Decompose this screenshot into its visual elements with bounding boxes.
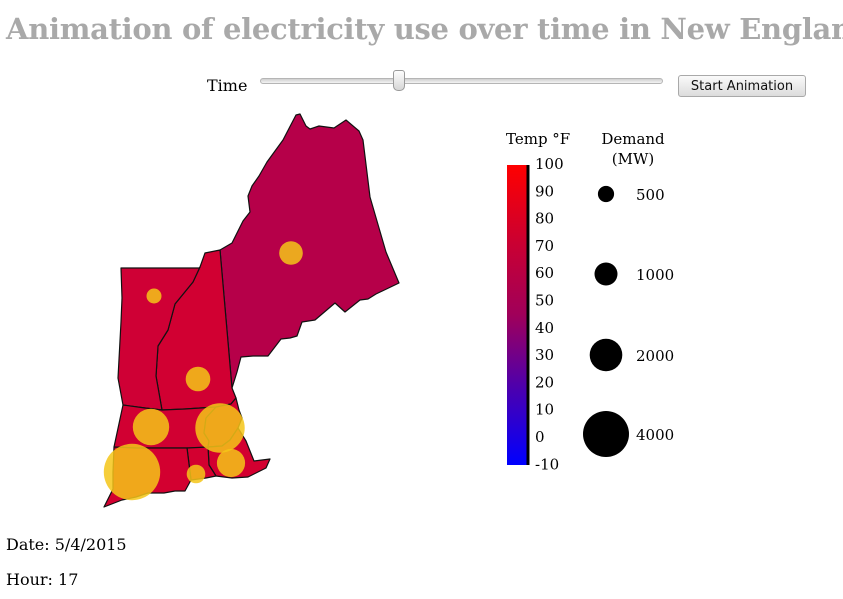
state-vermont[interactable]	[117, 266, 201, 411]
time-slider-thumb[interactable]	[393, 70, 406, 91]
temp-tick-label: 20	[535, 373, 554, 391]
demand-legend-title: Demand	[601, 130, 665, 148]
time-slider[interactable]	[260, 70, 663, 91]
demand-bubble-vermont	[146, 288, 162, 304]
temp-tick-label: 60	[535, 264, 554, 282]
time-label: Time	[207, 76, 248, 95]
temp-colorbar	[507, 165, 527, 465]
state-maine[interactable]	[219, 113, 400, 389]
hour-readout: Hour: 17	[6, 570, 79, 589]
demand-legend-label: 500	[636, 186, 665, 204]
temp-tick-label: 70	[535, 237, 554, 255]
start-animation-button[interactable]: Start Animation	[678, 75, 806, 97]
temp-tick-label: 50	[535, 292, 554, 310]
demand-bubble-massachusetts	[132, 408, 170, 446]
temp-tick-label: 90	[535, 182, 554, 200]
demand-bubbles	[103, 241, 303, 501]
temp-tick-label: 0	[535, 428, 545, 446]
demand-legend-label: 2000	[636, 347, 674, 365]
temp-tick-label: 40	[535, 319, 554, 337]
temp-tick-label: 10	[535, 401, 554, 419]
temp-tick-label: 30	[535, 346, 554, 364]
date-readout: Date: 5/4/2015	[6, 535, 127, 554]
temp-tick-label: 80	[535, 210, 554, 228]
temp-tick-label: 100	[535, 155, 564, 173]
demand-legend-unit: (MW)	[612, 150, 654, 168]
demand-legend-circle	[594, 262, 618, 286]
demand-legend-circle	[597, 185, 615, 203]
demand-legend-label: 4000	[636, 426, 674, 444]
page-title: Animation of electricity use over time i…	[6, 12, 843, 46]
temp-legend-title: Temp °F	[506, 130, 570, 148]
demand-bubble-new-hampshire	[185, 366, 211, 392]
demand-bubble-connecticut	[103, 443, 161, 501]
temp-tick-label: -10	[535, 455, 559, 473]
demand-bubble-northeast-massachusetts	[195, 403, 245, 453]
demand-bubble-southeast-massachusetts	[216, 448, 246, 478]
demand-legend-circle	[583, 411, 629, 457]
demand-bubble-rhode-island	[186, 464, 206, 484]
demand-legend-label: 1000	[636, 266, 674, 284]
demand-legend-circle	[589, 338, 623, 372]
demand-bubble-maine	[279, 241, 303, 265]
